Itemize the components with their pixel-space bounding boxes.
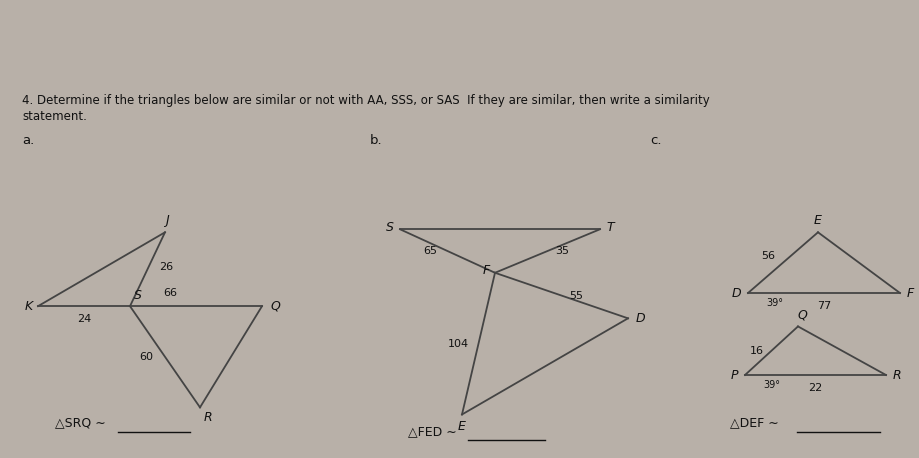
Text: 35: 35	[555, 246, 570, 256]
Text: 22: 22	[809, 383, 823, 393]
Text: △SRQ ∼: △SRQ ∼	[55, 417, 106, 430]
Text: 77: 77	[817, 301, 831, 311]
Text: △FED ∼: △FED ∼	[408, 425, 457, 438]
Text: 39°: 39°	[766, 298, 783, 308]
Text: Q: Q	[797, 308, 807, 322]
Text: T: T	[606, 221, 614, 234]
Text: K: K	[25, 300, 33, 313]
Text: 65: 65	[424, 246, 437, 256]
Text: E: E	[458, 420, 466, 432]
Text: S: S	[134, 289, 142, 302]
Text: P: P	[731, 369, 738, 382]
Text: R: R	[204, 411, 212, 425]
Text: F: F	[907, 287, 914, 300]
Text: F: F	[482, 264, 490, 277]
Text: Q: Q	[270, 300, 280, 313]
Text: D: D	[732, 287, 741, 300]
Text: a.: a.	[22, 134, 34, 147]
Text: S: S	[386, 221, 394, 234]
Text: b.: b.	[370, 134, 382, 147]
Text: E: E	[814, 214, 822, 227]
Text: 39°: 39°	[763, 380, 780, 390]
Text: △DEF ∼: △DEF ∼	[730, 417, 778, 430]
Text: 104: 104	[448, 338, 469, 349]
Text: 55: 55	[570, 290, 584, 300]
Text: 60: 60	[139, 352, 153, 362]
Text: R: R	[893, 369, 902, 382]
Text: 56: 56	[761, 251, 775, 261]
Text: 16: 16	[750, 346, 764, 356]
Text: D: D	[636, 312, 646, 325]
Text: 24: 24	[77, 314, 91, 324]
Text: 26: 26	[160, 262, 174, 272]
Text: statement.: statement.	[22, 110, 87, 123]
Text: J: J	[165, 214, 169, 227]
Text: 4. Determine if the triangles below are similar or not with AA, SSS, or SAS  If : 4. Determine if the triangles below are …	[22, 93, 709, 107]
Text: c.: c.	[650, 134, 662, 147]
Text: 66: 66	[163, 288, 177, 298]
